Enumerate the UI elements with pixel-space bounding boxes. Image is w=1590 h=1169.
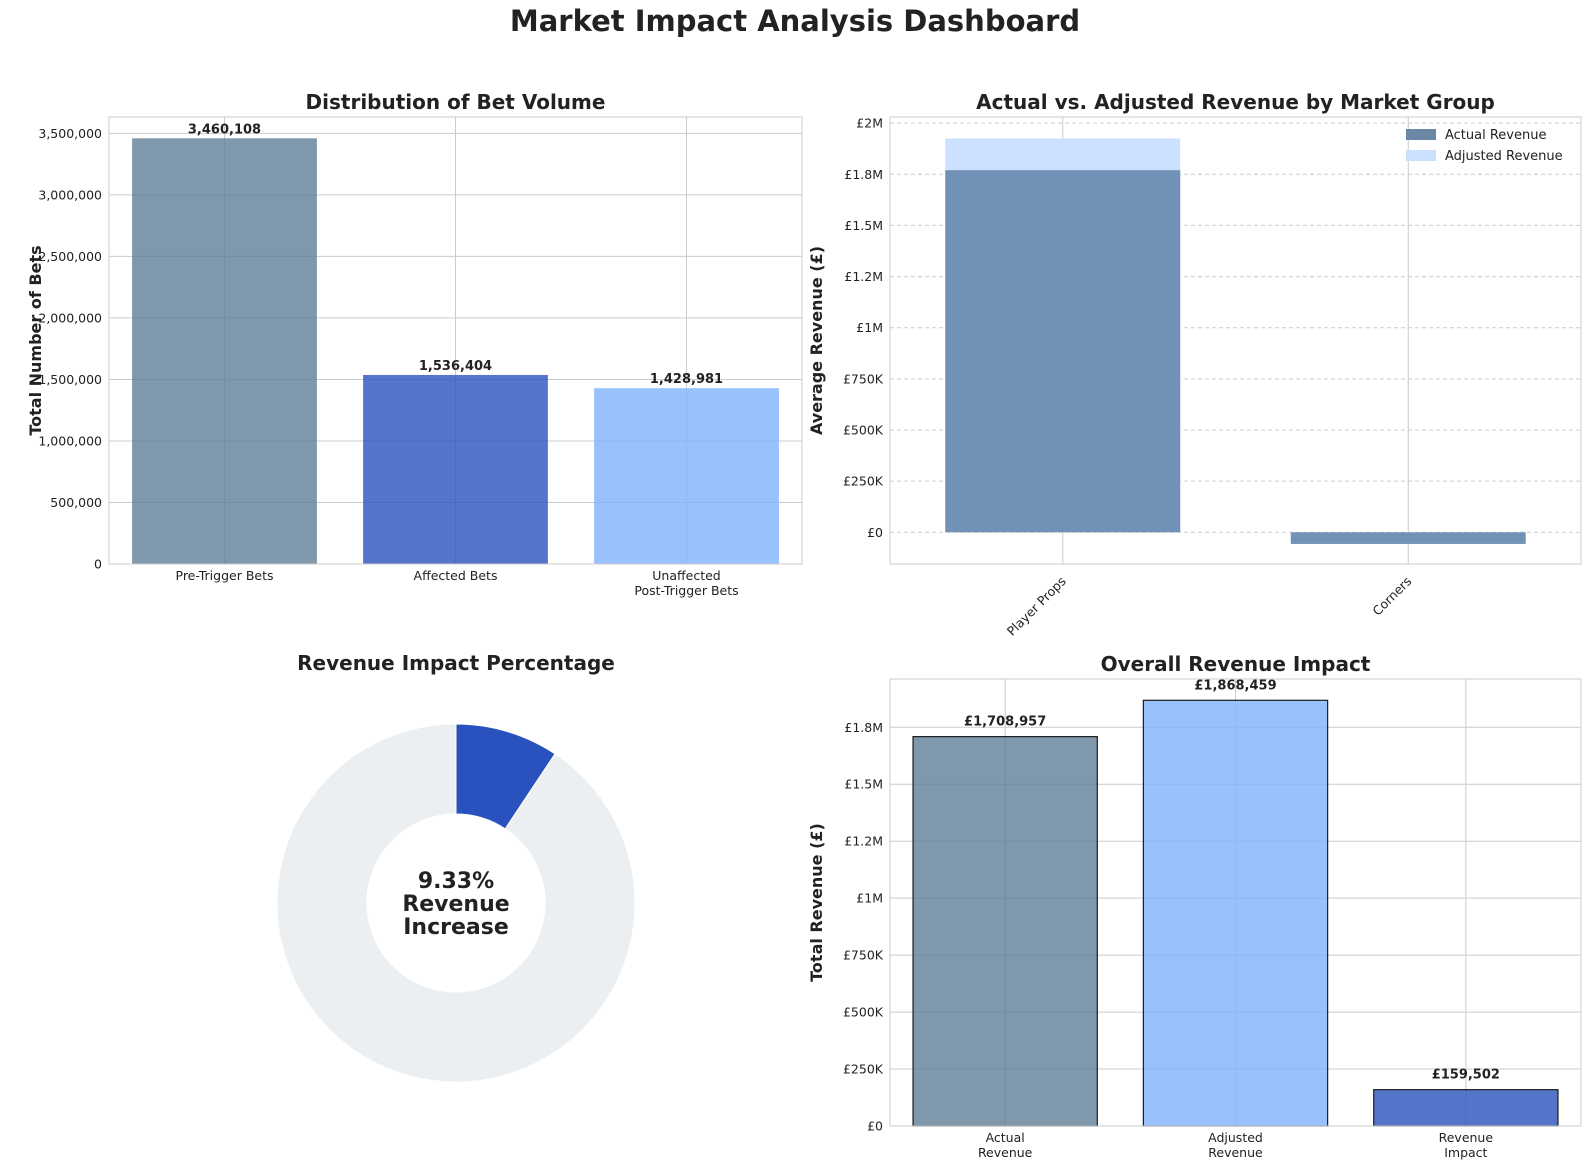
donut-center-text: 9.33%: [418, 869, 494, 894]
donut-center-text: Increase: [403, 915, 509, 940]
legend-actual-swatch: [1406, 129, 1436, 140]
overall-impact-value-label: £1,708,957: [964, 715, 1046, 730]
market-revenue-ytick: £250K: [843, 474, 884, 489]
market-revenue-ytick: £1.8M: [844, 167, 883, 182]
market-revenue-ytick: £500K: [843, 423, 884, 438]
market-revenue-ytick: £2M: [856, 116, 883, 131]
market-revenue-actual-bar: [945, 170, 1181, 533]
overall-impact-bar: [1373, 1089, 1559, 1127]
bet-volume-ytick: 2,500,000: [38, 249, 102, 264]
market-revenue-ytick: £1M: [856, 320, 883, 335]
market-revenue-ylabel: Average Revenue (£): [807, 246, 826, 435]
overall-impact-bar: [912, 736, 1098, 1127]
market-revenue-xtick: Player Props: [1004, 574, 1069, 639]
legend-actual-label: Actual Revenue: [1445, 128, 1546, 143]
overall-impact-ytick: £1M: [856, 891, 883, 906]
dashboard-title: Market Impact Analysis Dashboard: [509, 4, 1081, 38]
bet-volume-xtick: Pre-Trigger Bets: [176, 568, 274, 583]
market-revenue-title: Actual vs. Adjusted Revenue by Market Gr…: [976, 90, 1495, 114]
legend-adjusted-swatch: [1406, 150, 1436, 161]
overall-impact-ylabel: Total Revenue (£): [807, 823, 826, 982]
bet-volume-ytick: 1,500,000: [38, 372, 102, 387]
legend-adjusted-label: Adjusted Revenue: [1445, 149, 1563, 164]
bet-volume-ytick: 0: [94, 557, 102, 572]
bet-volume-ylabel: Total Number of Bets: [26, 245, 45, 435]
overall-impact-ytick: £1.2M: [844, 834, 883, 849]
market-revenue-ytick: £1.5M: [844, 218, 883, 233]
impact-pct-title: Revenue Impact Percentage: [297, 651, 615, 675]
bet-volume-xtick: Unaffected Post-Trigger Bets: [634, 568, 738, 598]
overall-impact-xtick: Actual Revenue: [978, 1130, 1033, 1160]
bet-volume-bar: [363, 374, 548, 564]
market-revenue-actual-bar: [1290, 532, 1526, 544]
bet-volume-frame: [108, 116, 803, 565]
bet-volume-value-label: 1,428,981: [650, 372, 723, 387]
overall-impact-ytick: £1.5M: [844, 777, 883, 792]
donut-center-text: Revenue: [402, 892, 509, 917]
overall-impact-ytick: £500K: [843, 1005, 884, 1020]
overall-impact-value-label: £159,502: [1432, 1068, 1500, 1083]
overall-impact-ytick: £0: [867, 1119, 883, 1134]
overall-impact-title: Overall Revenue Impact: [1101, 652, 1371, 676]
bet-volume-ytick: 3,500,000: [38, 126, 102, 141]
donut-remainder-slice: [276, 723, 636, 1083]
overall-impact-ytick: £250K: [843, 1062, 884, 1077]
market-revenue-ytick: £750K: [843, 371, 884, 386]
market-revenue-xtick: Corners: [1369, 574, 1414, 619]
bet-volume-ytick: 3,000,000: [38, 187, 102, 202]
overall-impact-ytick: £750K: [843, 948, 884, 963]
market-revenue-frame: [889, 116, 1582, 565]
bet-volume-ytick: 2,000,000: [38, 310, 102, 325]
overall-impact-bar: [1142, 699, 1329, 1127]
overall-impact-xtick: Adjusted Revenue: [1208, 1130, 1263, 1160]
bet-volume-bar: [132, 138, 317, 565]
bet-volume-value-label: 1,536,404: [419, 359, 492, 374]
overall-impact-xtick: Revenue Impact: [1439, 1130, 1494, 1160]
market-revenue-ytick: £0: [867, 525, 883, 540]
bet-volume-title: Distribution of Bet Volume: [306, 90, 606, 114]
market-revenue-ytick: £1.2M: [844, 269, 883, 284]
bet-volume-ytick: 500,000: [50, 495, 102, 510]
bet-volume-xtick: Affected Bets: [414, 568, 498, 583]
bet-volume-bar: [594, 388, 779, 564]
bet-volume-value-label: 3,460,108: [188, 122, 261, 137]
overall-impact-value-label: £1,868,459: [1194, 678, 1276, 693]
overall-impact-frame: [889, 678, 1582, 1127]
overall-impact-ytick: £1.8M: [844, 720, 883, 735]
bet-volume-ytick: 1,000,000: [38, 433, 102, 448]
